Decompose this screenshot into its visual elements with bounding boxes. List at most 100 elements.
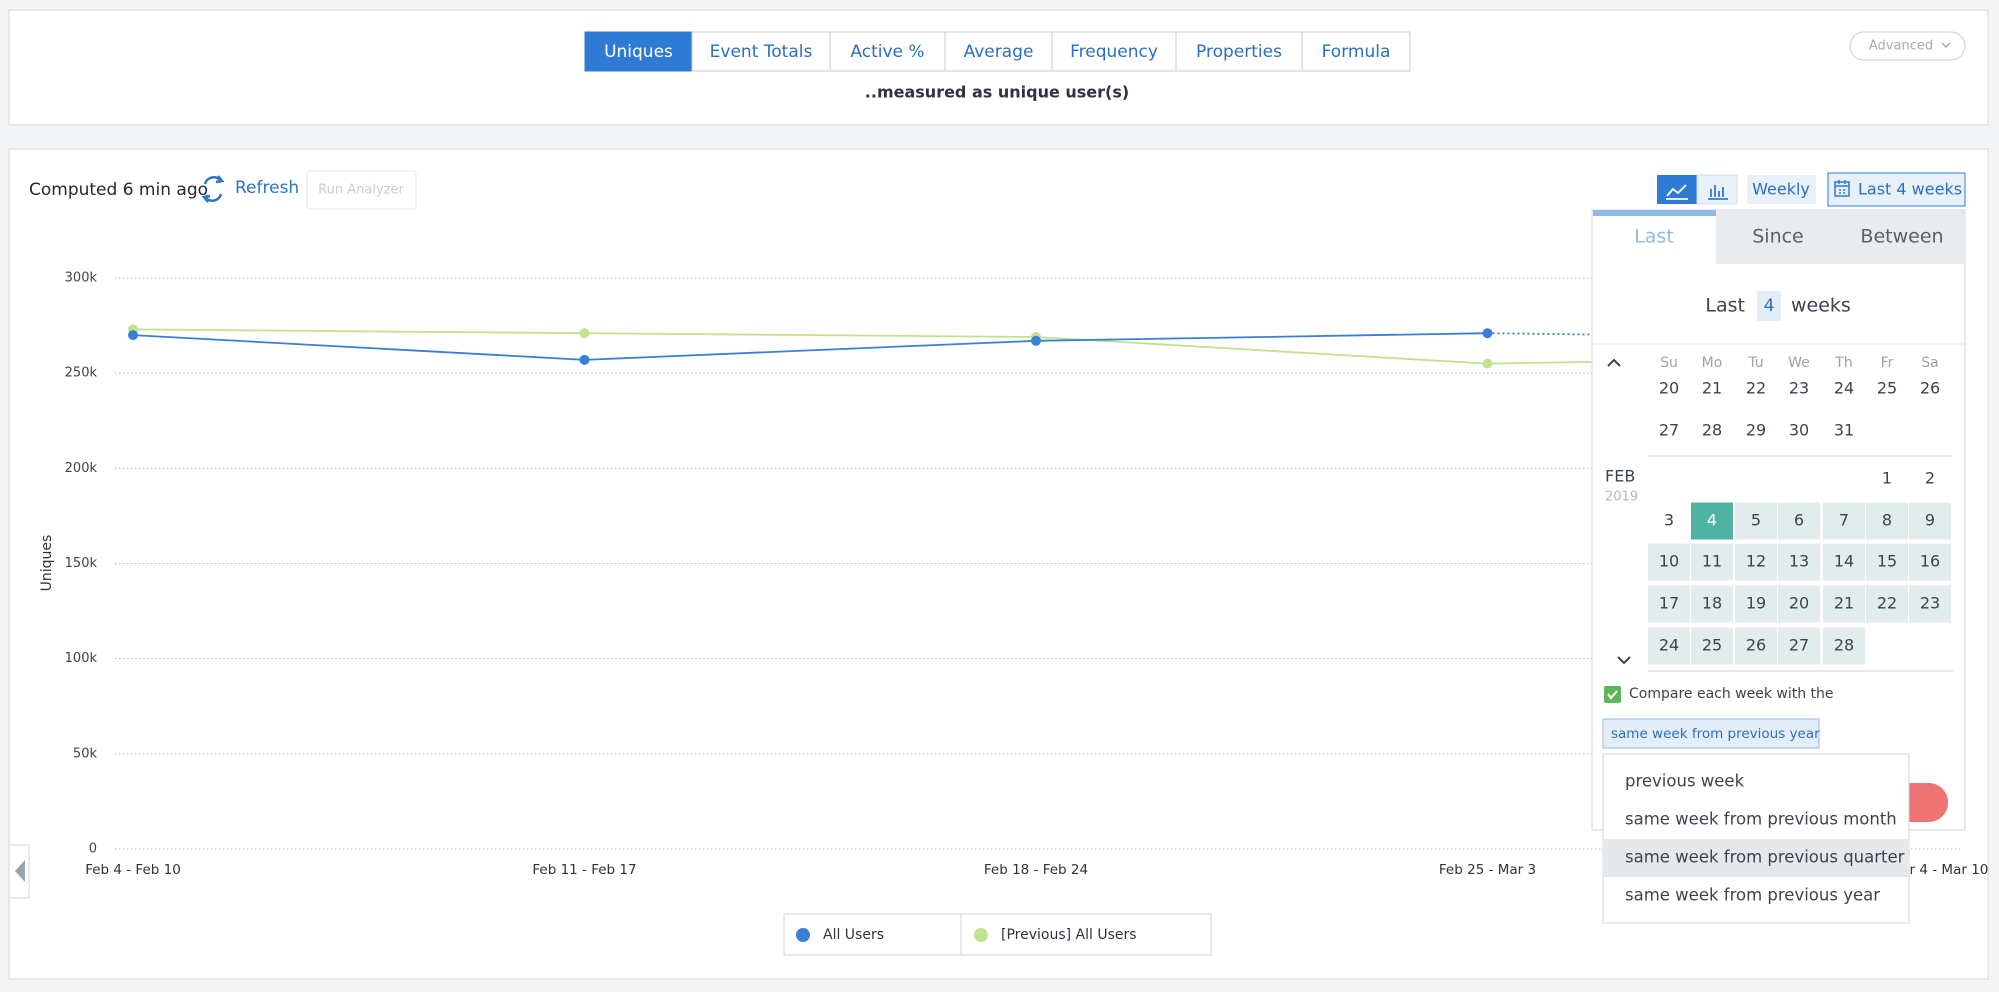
measure-tab-label: Average: [964, 42, 1034, 62]
compare-option[interactable]: previous week: [1625, 772, 1745, 791]
option-highlight: [1604, 839, 1908, 877]
range-day: [1777, 501, 1821, 541]
date-picker-tab[interactable]: Last: [1634, 226, 1674, 248]
calendar-day[interactable]: 6: [1794, 511, 1804, 530]
weekday: Mo: [1702, 355, 1723, 371]
compare-checkbox[interactable]: [1604, 686, 1621, 703]
measure-tab[interactable]: [584, 31, 693, 72]
calendar-day[interactable]: 7: [1839, 511, 1849, 530]
calendar-up[interactable]: [1607, 358, 1621, 367]
calendar-day[interactable]: 10: [1659, 552, 1679, 571]
range-day: [1690, 626, 1734, 666]
x-tick-label: Feb 25 - Mar 3: [1439, 862, 1536, 878]
calendar-day[interactable]: 1: [1882, 469, 1892, 488]
compare-option[interactable]: same week from previous month: [1625, 810, 1897, 829]
calendar-day[interactable]: 21: [1702, 379, 1722, 398]
calendar-day[interactable]: 2: [1925, 469, 1935, 488]
calendar-day[interactable]: 21: [1834, 594, 1854, 613]
calendar-day[interactable]: 24: [1834, 379, 1854, 398]
y-tick-label: 0: [89, 842, 97, 857]
refresh-link[interactable]: Refresh: [235, 178, 299, 198]
measure-tab[interactable]: [1301, 31, 1411, 72]
legend-label[interactable]: [Previous] All Users: [1001, 927, 1137, 943]
calendar-day[interactable]: 23: [1789, 379, 1809, 398]
last-unit: weeks: [1791, 295, 1851, 317]
calendar-day[interactable]: 28: [1702, 421, 1722, 440]
range-day: [1777, 542, 1821, 582]
advanced-button[interactable]: [1849, 31, 1966, 61]
data-point: [1031, 335, 1041, 346]
last-prefix: Last: [1705, 295, 1745, 317]
date-picker-tab[interactable]: Between: [1860, 226, 1943, 248]
measure-tab[interactable]: [691, 31, 831, 72]
measure-tab[interactable]: [1175, 31, 1303, 72]
series-line: [132, 332, 1488, 361]
calendar-day[interactable]: 8: [1882, 511, 1892, 530]
calendar-day[interactable]: 27: [1659, 421, 1679, 440]
calendar-day[interactable]: 29: [1746, 421, 1766, 440]
compare-value: same week from previous year: [1611, 726, 1820, 742]
calendar-day[interactable]: 15: [1877, 552, 1897, 571]
calendar-year: 2019: [1605, 490, 1638, 505]
compare-option[interactable]: same week from previous year: [1625, 886, 1880, 905]
range-day: [1822, 626, 1866, 666]
range-day: [1690, 584, 1734, 624]
calendar-day[interactable]: 27: [1789, 636, 1809, 655]
scroll-left-arrow: [15, 860, 25, 882]
calendar-day[interactable]: 30: [1789, 421, 1809, 440]
measure-tab-label: Frequency: [1070, 42, 1158, 62]
calendar-day[interactable]: 17: [1659, 594, 1679, 613]
calendar-day[interactable]: 3: [1664, 511, 1674, 530]
last-count-input[interactable]: [1757, 291, 1781, 321]
calendar-day[interactable]: 23: [1920, 594, 1940, 613]
calendar-day[interactable]: 26: [1920, 379, 1940, 398]
measure-tab-label: Event Totals: [710, 42, 813, 62]
range-day: [1908, 584, 1952, 624]
measure-tabs: Uniques Event Totals Active % Average Freque…: [584, 31, 1411, 72]
weekday: Th: [1834, 355, 1852, 371]
calendar-day[interactable]: 11: [1702, 552, 1722, 571]
calendar-day[interactable]: 4: [1707, 511, 1717, 530]
date-picker-tab-strip: [1716, 211, 1964, 264]
calendar-down[interactable]: [1617, 656, 1631, 665]
calendar-day[interactable]: 31: [1834, 421, 1854, 440]
range-day: [1690, 542, 1734, 582]
compare-option[interactable]: same week from previous quarter: [1625, 848, 1905, 867]
advanced-chevron: [1941, 42, 1951, 49]
refresh-icon[interactable]: [201, 175, 225, 203]
date-picker-tab[interactable]: Since: [1752, 226, 1804, 248]
legend-label[interactable]: All Users: [823, 927, 884, 943]
calendar-day[interactable]: 16: [1920, 552, 1940, 571]
calendar-day[interactable]: 22: [1877, 594, 1897, 613]
range-day: [1822, 584, 1866, 624]
calendar-day[interactable]: 25: [1877, 379, 1897, 398]
y-tick-label: 250k: [65, 366, 98, 381]
compare-select[interactable]: [1602, 718, 1820, 749]
calendar-day[interactable]: 28: [1834, 636, 1854, 655]
calendar-day[interactable]: 12: [1746, 552, 1766, 571]
calendar-day[interactable]: 5: [1751, 511, 1761, 530]
range-day: [1822, 542, 1866, 582]
calendar-day[interactable]: 19: [1746, 594, 1766, 613]
calendar-day[interactable]: 18: [1702, 594, 1722, 613]
calendar-day[interactable]: 22: [1746, 379, 1766, 398]
measure-tab[interactable]: [1051, 31, 1177, 72]
calendar-day[interactable]: 26: [1746, 636, 1766, 655]
calendar-day[interactable]: 9: [1925, 511, 1935, 530]
calendar-day[interactable]: 25: [1702, 636, 1722, 655]
calendar-day[interactable]: 13: [1789, 552, 1809, 571]
run-analyzer-button[interactable]: [306, 170, 417, 210]
calendar-day[interactable]: 20: [1789, 594, 1809, 613]
range-button[interactable]: [1827, 172, 1966, 207]
measure-tab[interactable]: [944, 31, 1053, 72]
computed-label: Computed 6 min ago: [29, 180, 208, 200]
checkmark: [1607, 690, 1618, 700]
calendar-day[interactable]: 20: [1659, 379, 1679, 398]
calendar-day[interactable]: 24: [1659, 636, 1679, 655]
interval-button[interactable]: [1747, 175, 1816, 204]
x-tick-label: Feb 4 - Feb 10: [85, 862, 181, 878]
calendar-day[interactable]: 14: [1834, 552, 1854, 571]
compare-dropdown: [1602, 753, 1910, 924]
